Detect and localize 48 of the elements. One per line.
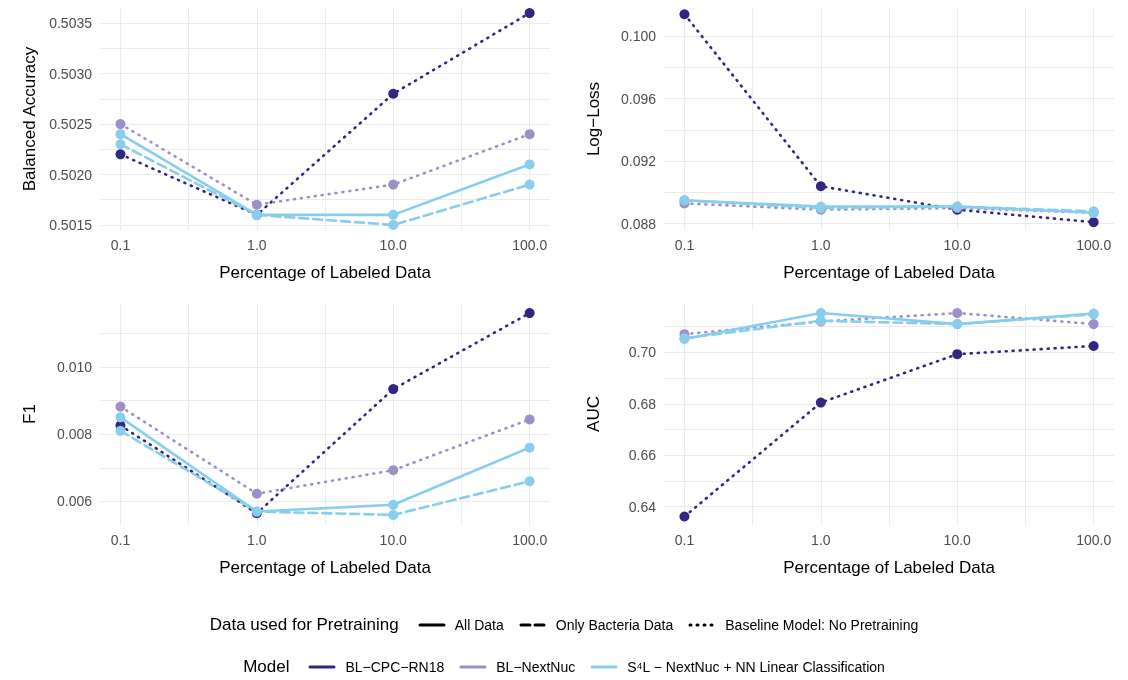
legend-title: Model [243, 657, 290, 677]
y-tick-label: 0.5035 [49, 15, 93, 32]
x-tick-label: 10.0 [943, 237, 972, 253]
x-tick-label: 100.0 [1076, 532, 1112, 548]
x-tick-label: 100.0 [512, 237, 548, 253]
x-axis-title: Percentage of Labeled Data [783, 263, 996, 282]
y-tick-label: 0.010 [56, 358, 93, 375]
y-tick-label: 0.5020 [49, 166, 93, 183]
y-tick-label: 0.66 [628, 447, 657, 464]
legend-title: Data used for Pretraining [209, 615, 399, 635]
y-axis-title: Balanced Accuracy [20, 46, 39, 192]
x-tick-label: 0.1 [110, 237, 131, 253]
x-tick-label: 1.0 [811, 237, 831, 253]
x-tick-label: 0.1 [674, 237, 695, 253]
x-tick-label: 0.1 [110, 532, 131, 548]
legend-label: Only Bacteria Data [555, 617, 674, 633]
y-tick-label: 0.68 [628, 395, 657, 412]
y-tick-label: 0.64 [628, 498, 657, 515]
x-tick-label: 100.0 [512, 532, 548, 548]
legend-label: All Data [454, 617, 504, 633]
x-tick-label: 1.0 [247, 532, 267, 548]
y-tick-label: 0.5025 [49, 116, 93, 133]
y-tick-label: 0.088 [620, 215, 657, 232]
x-tick-label: 0.1 [674, 532, 695, 548]
legend-label: S⁴L − NextNuc + NN Linear Classification [627, 659, 885, 675]
y-axis-title: F1 [20, 404, 39, 424]
y-tick-label: 0.5030 [49, 65, 93, 82]
y-tick-label: 0.006 [56, 493, 93, 510]
legend-label: BL−NextNuc [496, 659, 576, 675]
y-tick-label: 0.100 [620, 28, 657, 45]
y-tick-label: 0.008 [56, 426, 93, 443]
x-axis-title: Percentage of Labeled Data [783, 558, 996, 577]
x-tick-label: 1.0 [811, 532, 831, 548]
x-tick-label: 10.0 [943, 532, 972, 548]
x-tick-label: 10.0 [379, 532, 408, 548]
x-axis-title: Percentage of Labeled Data [219, 263, 432, 282]
x-tick-label: 1.0 [247, 237, 267, 253]
y-axis-title: Log−Loss [584, 81, 603, 157]
y-tick-label: 0.096 [620, 90, 657, 107]
legend-label: Baseline Model: No Pretraining [725, 617, 919, 633]
y-axis-title: AUC [584, 396, 603, 432]
y-tick-label: 0.5015 [49, 216, 93, 233]
y-tick-label: 0.70 [628, 344, 657, 361]
x-tick-label: 10.0 [379, 237, 408, 253]
x-tick-label: 100.0 [1076, 237, 1112, 253]
y-tick-label: 0.092 [620, 153, 657, 170]
legend-label: BL−CPC−RN18 [345, 659, 445, 675]
x-axis-title: Percentage of Labeled Data [219, 558, 432, 577]
